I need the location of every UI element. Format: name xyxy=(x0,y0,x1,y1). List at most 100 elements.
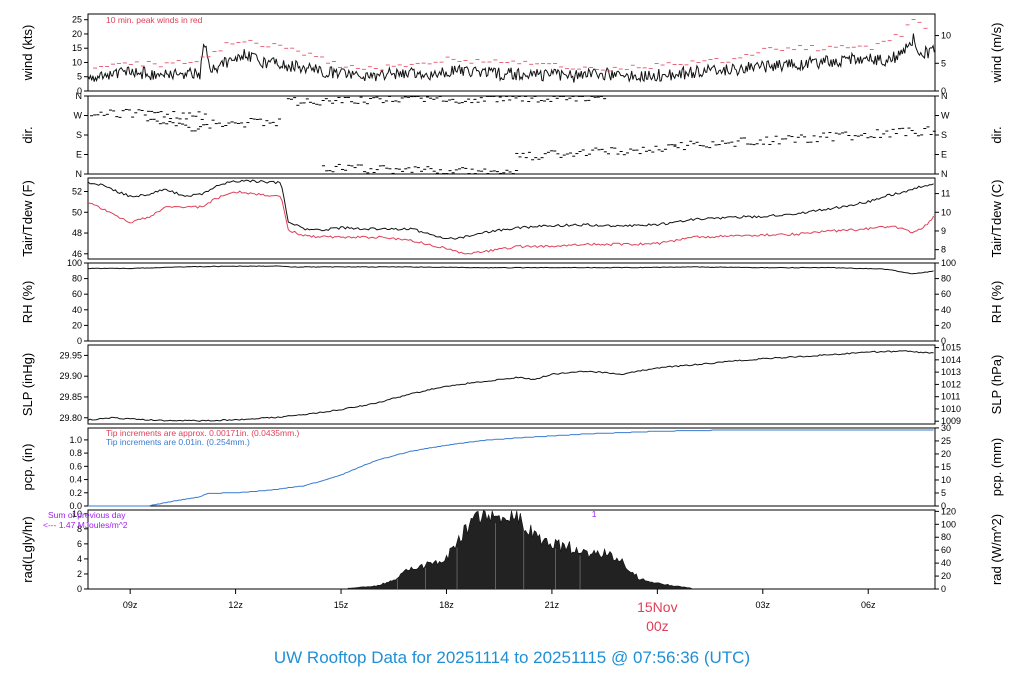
right-tick-label-rad: 80 xyxy=(941,532,951,542)
panel-frame-wind xyxy=(87,13,936,92)
right-tick-label-pcp: 30 xyxy=(941,423,951,433)
ylabel-right-slp: SLP (hPa) xyxy=(989,355,1004,415)
x-tick-label: 18z xyxy=(439,600,454,610)
right-tick-label-slp: 1011 xyxy=(941,392,960,402)
right-tick-label-rh: 60 xyxy=(941,289,951,299)
right-tick-label-dir: N xyxy=(941,169,948,179)
x-date-label: 15Nov xyxy=(637,599,677,615)
left-tick-label-wind: 25 xyxy=(72,15,82,25)
right-tick-label-rad: 40 xyxy=(941,558,951,568)
x-tick-label: 06z xyxy=(861,600,876,610)
left-tick-label-wind: 20 xyxy=(72,29,82,39)
x-tick-label: 09z xyxy=(123,600,138,610)
left-tick-label-slp: 29.90 xyxy=(59,371,82,381)
panel-frame-temp xyxy=(87,177,936,260)
right-tick-label-dir: W xyxy=(941,111,950,121)
right-tick-label-rad: 0 xyxy=(941,584,946,594)
chart-title: UW Rooftop Data for 20251114 to 20251115… xyxy=(273,648,751,667)
right-tick-label-slp: 1015 xyxy=(941,343,961,353)
right-tick-label-wind: 5 xyxy=(941,58,946,68)
left-tick-label-dir: W xyxy=(74,111,83,121)
left-tick-label-slp: 29.85 xyxy=(59,392,82,402)
ylabel-dir: dir. xyxy=(20,126,35,143)
right-tick-label-rad: 100 xyxy=(941,519,956,529)
right-tick-label-wind: 10 xyxy=(941,31,951,41)
right-tick-label-pcp: 20 xyxy=(941,449,951,459)
left-tick-label-rad: 10 xyxy=(72,509,82,519)
series-line-pcp xyxy=(88,429,934,507)
x-tick-label: 15z xyxy=(334,600,349,610)
ylabel-temp: Tair/Tdew (F) xyxy=(20,180,35,257)
right-tick-label-slp: 1013 xyxy=(941,367,961,377)
left-tick-label-pcp: 0.0 xyxy=(69,501,82,511)
right-tick-label-pcp: 5 xyxy=(941,488,946,498)
annotation-rad-sum: Sum of previous day xyxy=(48,510,126,520)
left-tick-label-wind: 5 xyxy=(77,72,82,82)
right-tick-label-rad: 60 xyxy=(941,545,951,555)
left-tick-label-temp: 48 xyxy=(72,228,82,238)
right-tick-label-rh: 80 xyxy=(941,274,951,284)
right-tick-label-slp: 1009 xyxy=(941,416,961,426)
left-tick-label-rh: 0 xyxy=(77,336,82,346)
right-tick-label-rh: 20 xyxy=(941,320,951,330)
left-tick-label-rad: 6 xyxy=(77,539,82,549)
ylabel-slp: SLP (inHg) xyxy=(20,353,35,416)
ylabel-rh: RH (%) xyxy=(20,281,35,324)
left-tick-label-rh: 80 xyxy=(72,274,82,284)
right-tick-label-temp: 10 xyxy=(941,207,951,217)
left-tick-label-pcp: 0.4 xyxy=(69,475,82,485)
ylabel-wind: wind (kts) xyxy=(20,25,35,82)
ylabel-right-pcp: pcp. (mm) xyxy=(989,438,1004,497)
panel-frame-dir xyxy=(87,95,936,175)
series-line-rh xyxy=(88,265,934,275)
left-tick-label-pcp: 0.6 xyxy=(69,461,82,471)
left-tick-label-rad: 0 xyxy=(77,584,82,594)
right-tick-label-pcp: 15 xyxy=(941,462,951,472)
right-tick-label-wind: 0 xyxy=(941,86,946,96)
left-tick-label-dir: N xyxy=(76,91,83,101)
right-tick-label-slp: 1012 xyxy=(941,379,961,389)
x-date-hour: 00z xyxy=(646,618,669,634)
left-tick-label-dir: N xyxy=(76,169,83,179)
left-tick-label-rad: 4 xyxy=(77,554,82,564)
left-tick-label-wind: 10 xyxy=(72,57,82,67)
right-tick-label-rad: 120 xyxy=(941,506,956,516)
panel-frame-rh xyxy=(87,262,936,342)
x-tick-label: 21z xyxy=(545,600,560,610)
ylabel-rad: rad(Lgly/hr) xyxy=(20,516,35,582)
right-tick-label-slp: 1014 xyxy=(941,355,961,365)
ylabel-right-temp: Tair/Tdew (C) xyxy=(989,179,1004,257)
right-tick-label-slp: 1010 xyxy=(941,404,961,414)
right-tick-label-temp: 11 xyxy=(941,189,950,199)
right-tick-label-rh: 40 xyxy=(941,305,951,315)
left-tick-label-wind: 15 xyxy=(72,43,82,53)
annotation-pcp: Tip increments are 0.01in. (0.254mm.) xyxy=(106,437,250,447)
ylabel-right-dir: dir. xyxy=(989,126,1004,143)
radiation-area xyxy=(347,510,694,590)
series-line-temp-tair xyxy=(87,179,934,240)
x-tick-label: 03z xyxy=(756,600,771,610)
right-tick-label-temp: 9 xyxy=(941,226,946,236)
left-tick-label-slp: 29.95 xyxy=(59,350,82,360)
left-tick-label-rad: 8 xyxy=(77,524,82,534)
series-line-wind xyxy=(87,33,935,83)
annotation-rad-total: <--- 1.47 MJoules/m^2 xyxy=(43,520,128,530)
annotation-wind: 10 min. peak winds in red xyxy=(106,15,203,25)
right-tick-label-pcp: 10 xyxy=(941,475,951,485)
right-tick-label-dir: E xyxy=(941,150,947,160)
right-tick-label-pcp: 25 xyxy=(941,436,951,446)
left-tick-label-temp: 46 xyxy=(72,249,82,259)
right-tick-label-dir: S xyxy=(941,130,947,140)
ylabel-right-rh: RH (%) xyxy=(989,281,1004,324)
right-tick-label-rad: 20 xyxy=(941,571,951,581)
right-tick-label-pcp: 0 xyxy=(941,501,946,511)
series-line-slp xyxy=(87,350,934,422)
left-tick-label-rh: 40 xyxy=(72,305,82,315)
right-tick-label-rh: 0 xyxy=(941,336,946,346)
left-tick-label-rh: 100 xyxy=(67,258,82,268)
x-tick-label: 12z xyxy=(228,600,243,610)
left-tick-label-rh: 60 xyxy=(72,289,82,299)
ylabel-right-rad: rad (W/m^2) xyxy=(989,514,1004,585)
left-tick-label-dir: S xyxy=(76,130,82,140)
